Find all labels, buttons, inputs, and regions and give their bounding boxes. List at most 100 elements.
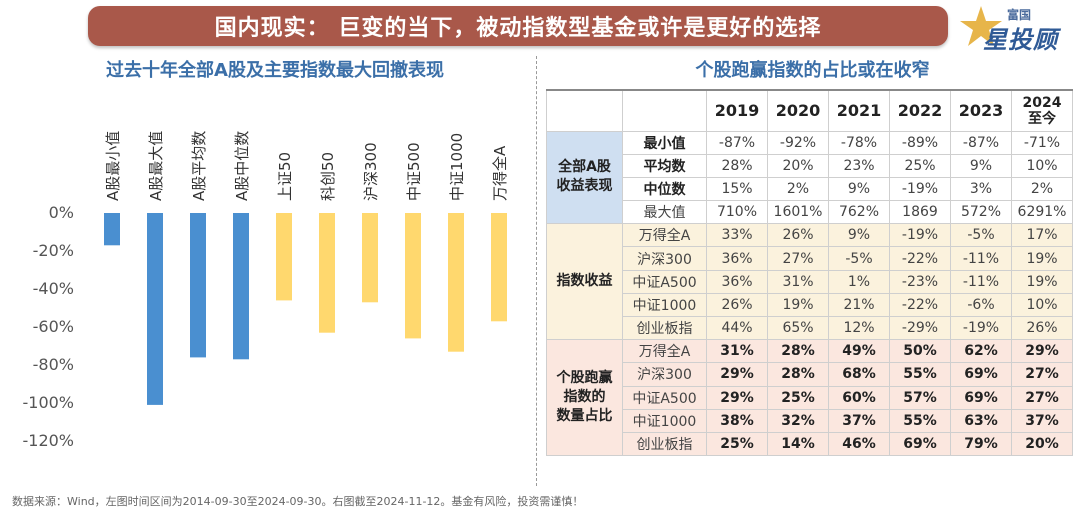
y-tick-label: -20% — [33, 241, 74, 260]
value-cell: -92% — [767, 130, 829, 155]
row-label: 中证1000 — [622, 292, 707, 318]
value-cell: -19% — [950, 315, 1012, 341]
row-label: 中证1000 — [622, 408, 707, 433]
value-cell: 572% — [950, 200, 1012, 225]
value-cell: -19% — [889, 176, 951, 202]
group-label: 指数收益 — [546, 223, 623, 341]
value-cell: -11% — [950, 269, 1012, 294]
category-label: A股最小值 — [104, 131, 122, 201]
bar-1 — [104, 213, 120, 246]
table-row: 平均数 28% 20% 23% 25% 9% 10% — [547, 153, 1073, 178]
year-header: 2024 至今 — [1011, 89, 1073, 132]
value-cell: 62% — [950, 339, 1012, 364]
table-row: 最大值 710% 1601% 762% 1869 572% 6291% — [547, 200, 1073, 225]
drawdown-bar-chart: 0% -20% -40% -60% -80% -100% -120% A股最小值 A股最大值 A股… — [22, 131, 509, 450]
y-tick-label: -120% — [22, 431, 74, 450]
table-row: 指数收益 万得全A 33% 26% 9% -19% -5% 17% — [546, 223, 1073, 341]
value-cell: 31% — [767, 269, 829, 294]
value-cell: 10% — [1011, 292, 1073, 318]
row-label: 创业板指 — [622, 315, 707, 341]
value-cell: 14% — [767, 431, 829, 457]
table-row: 中位数 15% 2% 9% -19% 3% 2% — [547, 176, 1073, 202]
value-cell: 3% — [950, 176, 1012, 202]
category-label: A股平均数 — [190, 131, 208, 201]
row-label: 沪深300 — [622, 362, 707, 387]
category-label: A股中位数 — [233, 131, 251, 201]
table-row: 中证1000 26% 19% 21% -22% -6% 10% — [547, 292, 1073, 318]
row-label: 沪深300 — [622, 246, 707, 271]
table-row: 全部A股 收益表现 最小值 -87% -92% -78% -89% -87% -71% — [546, 130, 1073, 225]
bar-9 — [448, 213, 464, 352]
value-cell: 63% — [950, 408, 1012, 433]
value-cell: -89% — [889, 130, 951, 155]
value-cell: 9% — [828, 176, 890, 202]
value-cell: 68% — [828, 362, 890, 387]
value-cell: 20% — [767, 153, 829, 178]
value-cell: 55% — [889, 408, 951, 433]
y-tick-label: -40% — [33, 279, 74, 298]
year-header: 2022 — [889, 89, 951, 132]
value-cell: 32% — [767, 408, 829, 433]
brand-logo: 富国 星投顾 — [955, 2, 1080, 54]
row-label: 最小值 — [622, 130, 707, 155]
value-cell: 37% — [828, 408, 890, 433]
table-row: 中证1000 38% 32% 37% 55% 63% 37% — [547, 408, 1073, 433]
value-cell: 9% — [828, 223, 890, 248]
value-cell: 69% — [950, 362, 1012, 387]
value-cell: -78% — [828, 130, 890, 155]
value-cell: 50% — [889, 339, 951, 364]
row-label: 万得全A — [622, 223, 707, 248]
row-label: 中位数 — [622, 176, 707, 202]
value-cell: 12% — [828, 315, 890, 341]
value-cell: 69% — [889, 431, 951, 457]
value-cell: 20% — [1011, 431, 1073, 457]
y-tick-label: -60% — [33, 317, 74, 336]
bar-10 — [491, 213, 507, 322]
y-tick-label: -100% — [22, 393, 74, 412]
row-label: 万得全A — [622, 339, 707, 364]
category-label: 中证500 — [405, 142, 423, 201]
value-cell: -23% — [889, 269, 951, 294]
row-label: 中证A500 — [622, 385, 707, 410]
logo-main-text: 星投顾 — [983, 26, 1058, 54]
value-cell: 36% — [706, 269, 768, 294]
value-cell: 79% — [950, 431, 1012, 457]
value-cell: 37% — [1011, 408, 1073, 433]
value-cell: 27% — [767, 246, 829, 271]
value-cell: 23% — [828, 153, 890, 178]
value-cell: 26% — [1011, 315, 1073, 341]
row-label: 中证A500 — [622, 269, 707, 294]
value-cell: 36% — [706, 246, 768, 271]
value-cell: -5% — [828, 246, 890, 271]
value-cell: 1% — [828, 269, 890, 294]
value-cell: 31% — [706, 339, 768, 364]
group-label: 个股跑赢 指数的 数量占比 — [546, 339, 623, 457]
value-cell: -87% — [950, 130, 1012, 155]
value-cell: 29% — [706, 385, 768, 410]
value-cell: 2% — [767, 176, 829, 202]
value-cell: -29% — [889, 315, 951, 341]
value-cell: 49% — [828, 339, 890, 364]
category-label: A股最大值 — [147, 131, 165, 201]
value-cell: 65% — [767, 315, 829, 341]
category-label: 万得全A — [491, 145, 509, 201]
y-tick-label: 0% — [49, 203, 74, 222]
value-cell: 19% — [767, 292, 829, 318]
value-cell: 27% — [1011, 385, 1073, 410]
value-cell: 29% — [706, 362, 768, 387]
bar-2 — [147, 213, 163, 405]
table-row: 中证A500 36% 31% 1% -23% -11% 19% — [547, 269, 1073, 294]
value-cell: 28% — [767, 339, 829, 364]
value-cell: 25% — [889, 153, 951, 178]
value-cell: -22% — [889, 292, 951, 318]
bar-5 — [276, 213, 292, 301]
right-table-title: 个股跑赢指数的占比或在收窄 — [695, 60, 930, 81]
category-label: 沪深300 — [362, 142, 380, 201]
row-label: 最大值 — [622, 200, 707, 225]
section-divider — [536, 56, 537, 486]
table-row: 沪深300 36% 27% -5% -22% -11% 19% — [547, 246, 1073, 271]
year-header: 2021 — [828, 89, 890, 132]
value-cell: 27% — [1011, 362, 1073, 387]
value-cell: 33% — [706, 223, 768, 248]
bar-7 — [362, 213, 378, 303]
